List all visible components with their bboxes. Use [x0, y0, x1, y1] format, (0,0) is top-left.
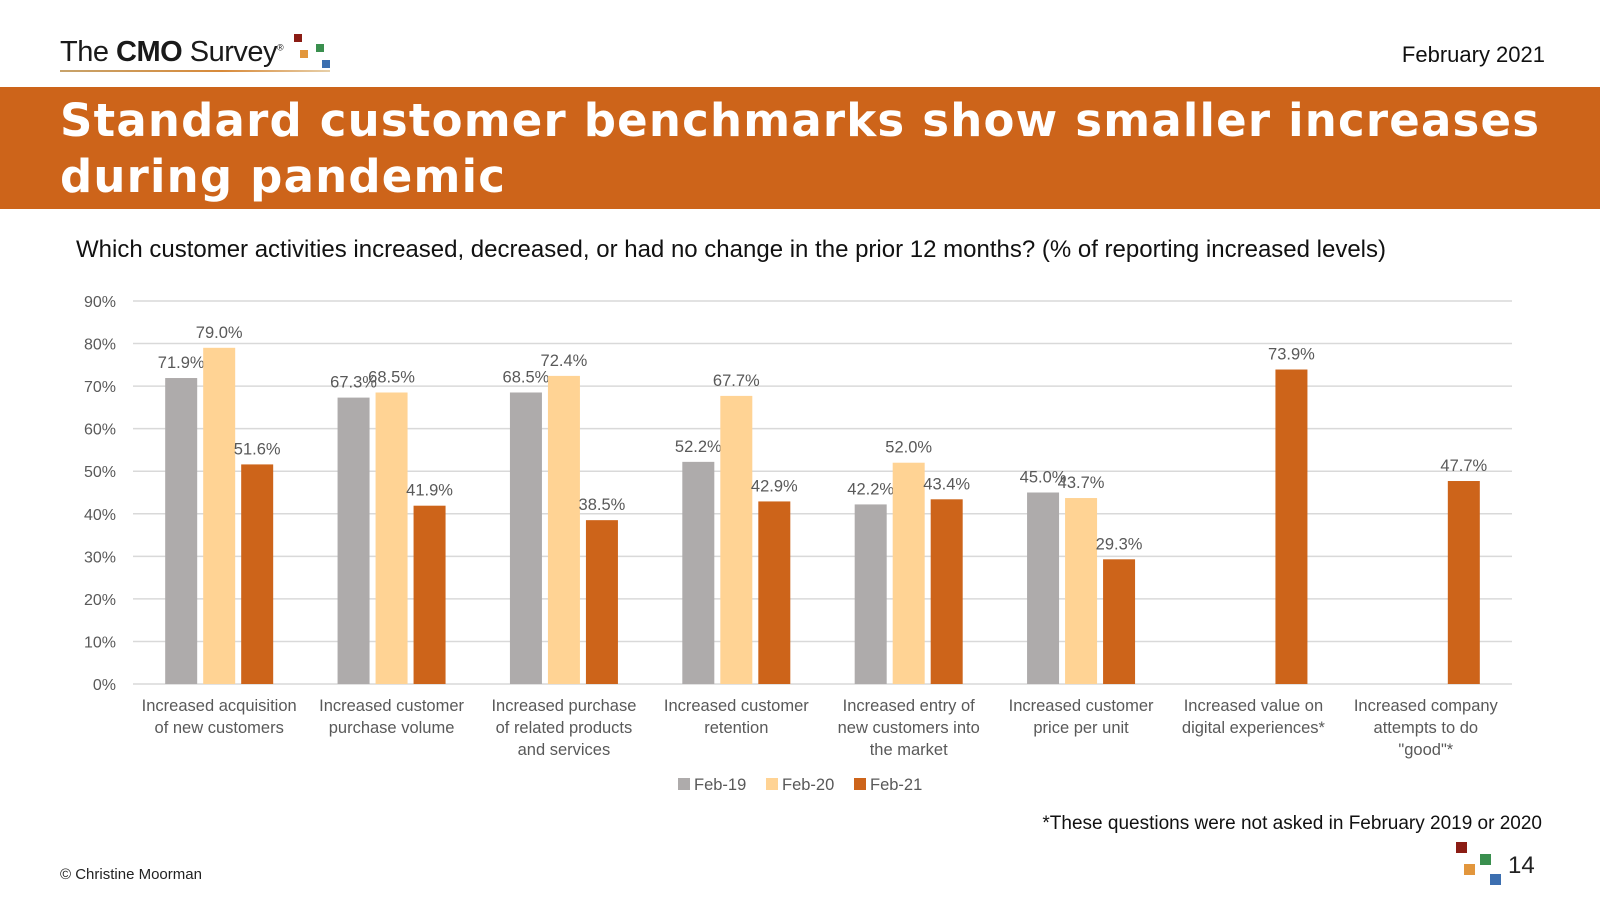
x-category-label: Increased customer price per unit: [1009, 697, 1154, 737]
legend-swatch: [678, 778, 690, 790]
logo-underline: [60, 70, 330, 72]
data-label: 43.7%: [1058, 474, 1105, 492]
data-label: 41.9%: [406, 482, 453, 500]
footer-square-green: [1480, 854, 1491, 865]
data-label: 51.6%: [234, 440, 281, 458]
legend-label: Feb-19: [694, 776, 746, 794]
bar-feb-20: [1065, 498, 1098, 684]
footer-square-red: [1456, 842, 1467, 853]
footer-square-orange: [1464, 864, 1475, 875]
x-category-label: Increased purchase of related products and…: [491, 697, 636, 759]
x-category-label: Increased value on digital experiences*: [1182, 697, 1326, 737]
bar-feb-20: [375, 392, 408, 684]
data-label: 68.5%: [503, 368, 550, 386]
data-label: 52.2%: [675, 438, 722, 456]
y-tick-label: 60%: [84, 422, 116, 439]
slide-title: Standard customer benchmarks show smalle…: [60, 94, 1541, 203]
legend-swatch: [854, 778, 866, 790]
bar-feb-20: [547, 375, 580, 684]
data-label: 47.7%: [1440, 457, 1487, 475]
data-label: 52.0%: [885, 439, 932, 457]
data-label: 68.5%: [368, 368, 415, 386]
x-category-label: Increased customer purchase volume: [319, 697, 464, 737]
bar-feb-21: [758, 501, 791, 684]
logo-square-red: [294, 34, 302, 42]
title-banner: Standard customer benchmarks show smalle…: [0, 87, 1600, 209]
y-tick-label: 70%: [84, 379, 116, 396]
data-label: 29.3%: [1096, 535, 1143, 553]
bar-feb-20: [892, 462, 925, 684]
data-label: 67.3%: [330, 374, 377, 392]
data-label: 79.0%: [196, 324, 243, 342]
logo-square-blue: [322, 60, 330, 68]
data-label: 71.9%: [158, 354, 205, 372]
y-tick-label: 20%: [84, 592, 116, 609]
y-tick-label: 80%: [84, 337, 116, 354]
y-tick-label: 50%: [84, 464, 116, 481]
bar-feb-21: [241, 464, 274, 684]
report-date: February 2021: [1401, 42, 1545, 67]
bar-feb-19: [854, 504, 887, 684]
y-tick-label: 40%: [84, 507, 116, 524]
bar-feb-19: [509, 392, 542, 684]
data-label: 38.5%: [579, 496, 626, 514]
copyright: © Christine Moorman: [60, 866, 202, 883]
logo-text: The CMO Survey®: [60, 36, 284, 68]
data-label: 42.9%: [751, 477, 798, 495]
footer-square-blue: [1490, 874, 1501, 885]
x-category-label: Increased entry of new customers into the …: [838, 697, 980, 759]
bar-feb-21: [585, 520, 618, 684]
bar-feb-21: [930, 499, 963, 684]
data-label: 42.2%: [847, 480, 894, 498]
data-label: 73.9%: [1268, 346, 1315, 364]
bar-feb-21: [413, 505, 446, 684]
bar-feb-20: [203, 347, 236, 684]
footnote: *These questions were not asked in Febru…: [1042, 813, 1542, 834]
data-label: 45.0%: [1020, 469, 1067, 487]
cmo-survey-logo: The CMO Survey®: [60, 34, 360, 74]
bar-feb-19: [165, 378, 198, 684]
logo-square-green: [316, 44, 324, 52]
legend-label: Feb-21: [870, 776, 922, 794]
bar-feb-19: [337, 397, 370, 684]
bar-feb-20: [720, 395, 753, 684]
bar-feb-21: [1275, 369, 1308, 684]
logo-square-orange: [300, 50, 308, 58]
bar-chart: 0% 10% 20% 30% 40% 50% 60% 70% 80% 90% Increased a…: [84, 294, 1512, 794]
bar-feb-21: [1103, 559, 1136, 684]
bar-feb-19: [1027, 492, 1060, 684]
legend-label: Feb-20: [782, 776, 834, 794]
bar-feb-19: [682, 461, 715, 684]
x-category-label: Increased customer retention: [664, 697, 809, 737]
legend-swatch: [766, 778, 778, 790]
y-tick-label: 90%: [84, 294, 116, 311]
y-tick-label: 10%: [84, 634, 116, 651]
data-label: 72.4%: [541, 352, 588, 370]
bar-feb-21: [1447, 481, 1480, 684]
data-label: 43.4%: [923, 475, 970, 493]
x-category-label: Increased acquisition of new customers: [142, 697, 297, 737]
page-number: 14: [1508, 852, 1535, 879]
data-label: 67.7%: [713, 372, 760, 390]
chart-question: Which customer activities increased, dec…: [76, 236, 1387, 263]
y-tick-label: 0%: [93, 677, 116, 694]
y-tick-label: 30%: [84, 549, 116, 566]
x-category-label: Increased company attempts to do "good"*: [1354, 697, 1499, 759]
